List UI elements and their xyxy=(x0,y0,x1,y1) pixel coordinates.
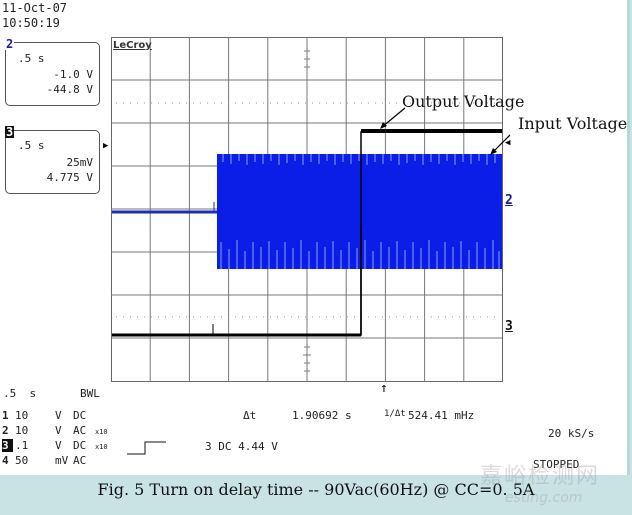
watermark-text: 嘉峪检测网 xyxy=(480,464,601,489)
channel-2-value: -44.8 V xyxy=(46,83,93,96)
channel-2-coupling: AC xyxy=(73,424,87,437)
channel-2-scale: 10 xyxy=(15,424,29,437)
sample-rate: 20 kS/s xyxy=(548,427,595,440)
input-voltage-annotation: Input Voltage xyxy=(518,114,628,133)
channel-3-timebase: .5 s xyxy=(18,139,45,152)
lecroy-logo: LeCroy xyxy=(113,40,152,51)
trace-marker-ch2[interactable]: 2 xyxy=(505,193,513,208)
channel-4-scale: 50 xyxy=(15,454,29,467)
channel-4-row: 4 50 mV AC xyxy=(2,454,95,467)
channel-2-row: 2 10 V AC x10 xyxy=(2,424,108,437)
channel-2-unit: V xyxy=(55,424,62,437)
channel-3-coupling: DC xyxy=(73,439,87,452)
cursor-up-arrow-icon[interactable]: ↑ xyxy=(380,381,388,396)
channel-1-row: 1 10 V DC xyxy=(2,409,95,422)
inv-delta-t-value: 524.41 mHz xyxy=(408,409,475,422)
trace-marker-ch3[interactable]: 3 xyxy=(505,319,513,334)
channel-3-tag: 3 xyxy=(5,125,15,139)
waveform-grid: LeCroy xyxy=(111,37,503,382)
acquisition-status[interactable]: STOPPED xyxy=(533,458,580,471)
figure-caption: Fig. 5 Turn on delay time -- 90Vac(60Hz)… xyxy=(97,480,535,499)
channel-3-scale: 25mV xyxy=(66,156,94,169)
channel-3-box: 3 .5 s 25mV 4.775 V xyxy=(5,126,100,194)
channel-3-value: 4.775 V xyxy=(46,171,93,184)
delta-t-label: Δt xyxy=(243,409,257,422)
watermark-url: esting.com xyxy=(505,490,583,506)
scope-screen: 11-Oct-07 10:50:19 2 .5 s -1.0 V -44.8 V… xyxy=(0,0,630,475)
trigger-readout: 3 DC 4.44 V xyxy=(205,440,278,453)
channel-2-probe: x10 xyxy=(95,428,108,436)
channel-2-tag: 2 xyxy=(5,37,15,51)
channel-1-coupling: DC xyxy=(73,409,87,422)
channel-4-coupling: AC xyxy=(73,454,87,467)
output-voltage-annotation: Output Voltage xyxy=(402,92,525,111)
channel-1-unit: V xyxy=(55,409,62,422)
channel-1-num: 1 xyxy=(2,409,9,422)
waveform-plot xyxy=(111,37,503,382)
footer-timebase: .5 s xyxy=(3,387,37,400)
footer-bwl: BWL xyxy=(80,387,100,400)
channel-2-box: 2 .5 s -1.0 V -44.8 V xyxy=(5,38,100,106)
time-label: 10:50:19 xyxy=(2,16,60,30)
channel-3-unit: V xyxy=(55,439,62,452)
date-label: 11-Oct-07 xyxy=(2,1,68,15)
trigger-edge-icon xyxy=(127,441,166,455)
channel-2-offset: -1.0 V xyxy=(53,68,93,81)
annotation-arrows xyxy=(380,107,510,155)
channel-1-scale: 10 xyxy=(15,409,29,422)
channel-3-pointer-icon: ▶ xyxy=(103,141,109,151)
channel-3-probe: x10 xyxy=(95,443,108,451)
channel-3-num: 3 xyxy=(2,439,13,452)
trigger-level-pointer-icon: ◀ xyxy=(505,138,511,148)
inv-delta-t-label: 1/Δt xyxy=(384,409,406,419)
channel-4-unit: mV xyxy=(55,454,69,467)
channel-2-num: 2 xyxy=(2,424,9,437)
channel-3-row: 3.1 V DC x10 xyxy=(2,439,108,452)
channel-3-scale: .1 xyxy=(15,439,29,452)
channel-2-timebase: .5 s xyxy=(18,52,45,65)
channel-4-num: 4 xyxy=(2,454,9,467)
delta-t-value: 1.90692 s xyxy=(292,409,352,422)
